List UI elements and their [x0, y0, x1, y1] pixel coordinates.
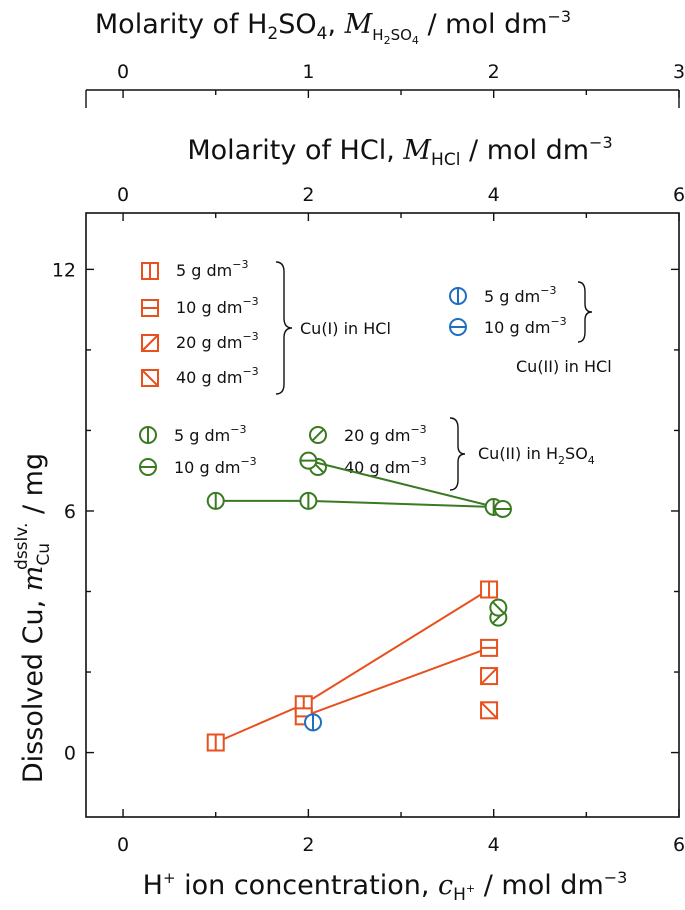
x-tick-label: 2	[302, 834, 314, 856]
top-axis-h2so4: Molarity of H2SO4, MH2SO4 / mol dm−3 0 1 2…	[85, 7, 685, 108]
data-point	[489, 598, 508, 617]
hcl-tick-label: 4	[488, 184, 500, 206]
data-point	[206, 733, 225, 752]
legend-cu2-hcl: 5 g dm−3 10 g dm−3 Cu(II) in HCl	[449, 281, 612, 376]
hcl-tick-label: 6	[673, 184, 685, 206]
legend-marker	[139, 426, 157, 444]
y-tick-label: 0	[64, 743, 76, 765]
legend-cu1-group: Cu(I) in HCl	[300, 319, 391, 338]
marker-stroke	[141, 369, 159, 387]
legend-cu1-item-5: 5 g dm−3	[176, 258, 248, 280]
legend-marker	[141, 262, 159, 280]
h2so4-tick-label: 1	[302, 61, 314, 83]
legend-cu1-item-20: 20 g dm−3	[176, 330, 259, 352]
series-line-6	[308, 459, 504, 510]
legend-h2so4-brace	[449, 417, 466, 491]
h2so4-tick-label: 0	[117, 61, 129, 83]
legend-cu2-h2so4: 5 g dm−3 10 g dm−3 20 g dm−3 40 g dm−3 C…	[139, 417, 595, 491]
hcl-tick-label: 2	[302, 184, 314, 206]
marker-stroke	[480, 701, 498, 720]
legend-marker	[309, 426, 327, 444]
legend-cu1-item-40: 40 g dm−3	[176, 365, 259, 387]
h2so4-tick-label: 3	[673, 61, 685, 83]
legend-cu1-brace	[275, 261, 293, 395]
data-point	[304, 713, 323, 732]
legend-cu2hcl-brace	[577, 281, 593, 343]
legend-marker	[141, 299, 159, 317]
legend-h2so4-item-40: 40 g dm−3	[344, 455, 427, 477]
x-tick-label: 6	[673, 834, 685, 856]
marker-stroke	[311, 428, 325, 442]
series-points	[206, 451, 512, 752]
data-point	[299, 451, 318, 470]
legend-cu2hcl-item-5: 5 g dm−3	[484, 284, 556, 306]
legend-h2so4-item-5: 5 g dm−3	[174, 423, 246, 445]
data-point	[299, 491, 318, 510]
data-point	[480, 638, 499, 657]
legend-marker	[141, 334, 159, 352]
x-tick-label: 0	[117, 834, 129, 856]
series-lines	[215, 459, 504, 744]
legend-h2so4-item-10: 10 g dm−3	[174, 455, 257, 477]
legend-cu1-item-10: 10 g dm−3	[176, 295, 259, 317]
top-axis-h2so4-title: Molarity of H2SO4, MH2SO4 / mol dm−3	[95, 7, 571, 47]
data-point	[480, 667, 499, 686]
y-tick-label: 12	[52, 259, 76, 281]
h2so4-tick-label: 2	[488, 61, 500, 83]
series-line-1	[303, 646, 490, 718]
data-point	[206, 491, 225, 510]
marker-stroke	[491, 601, 505, 614]
legend-marker	[449, 287, 467, 305]
x-axis-title: H+ ion concentration, cH+ / mol dm−3	[143, 868, 628, 905]
x-tick-label: 4	[488, 834, 500, 856]
top-axis-hcl-title: Molarity of HCl, MHCl / mol dm−3	[187, 133, 612, 170]
legend-marker	[141, 369, 159, 387]
marker-stroke	[141, 334, 159, 352]
y-axis-title: Dissolved Cu, mCudsslv. / mg	[12, 453, 54, 783]
hcl-tick-label: 0	[117, 184, 129, 206]
legend-h2so4-item-20: 20 g dm−3	[344, 423, 427, 445]
y-tick-label: 6	[64, 501, 76, 523]
legend-cu2hcl-item-10: 10 g dm−3	[484, 315, 567, 337]
plot-frame	[85, 212, 680, 818]
legend-cu1-hcl: 5 g dm−3 10 g dm−3 20 g dm−3 40 g dm−3 C…	[141, 258, 391, 395]
legend-cu2hcl-group: Cu(II) in HCl	[516, 357, 612, 376]
legend-h2so4-group: Cu(II) in H2SO4	[478, 444, 595, 467]
legend: 5 g dm−3 10 g dm−3 20 g dm−3 40 g dm−3 C…	[139, 258, 612, 491]
series-line-0	[215, 588, 490, 744]
data-point	[480, 580, 499, 599]
legend-marker	[139, 458, 157, 476]
data-point	[480, 701, 499, 720]
marker-stroke	[480, 667, 498, 685]
series-line-5	[215, 499, 494, 508]
data-point	[493, 499, 512, 518]
legend-marker	[449, 318, 467, 336]
